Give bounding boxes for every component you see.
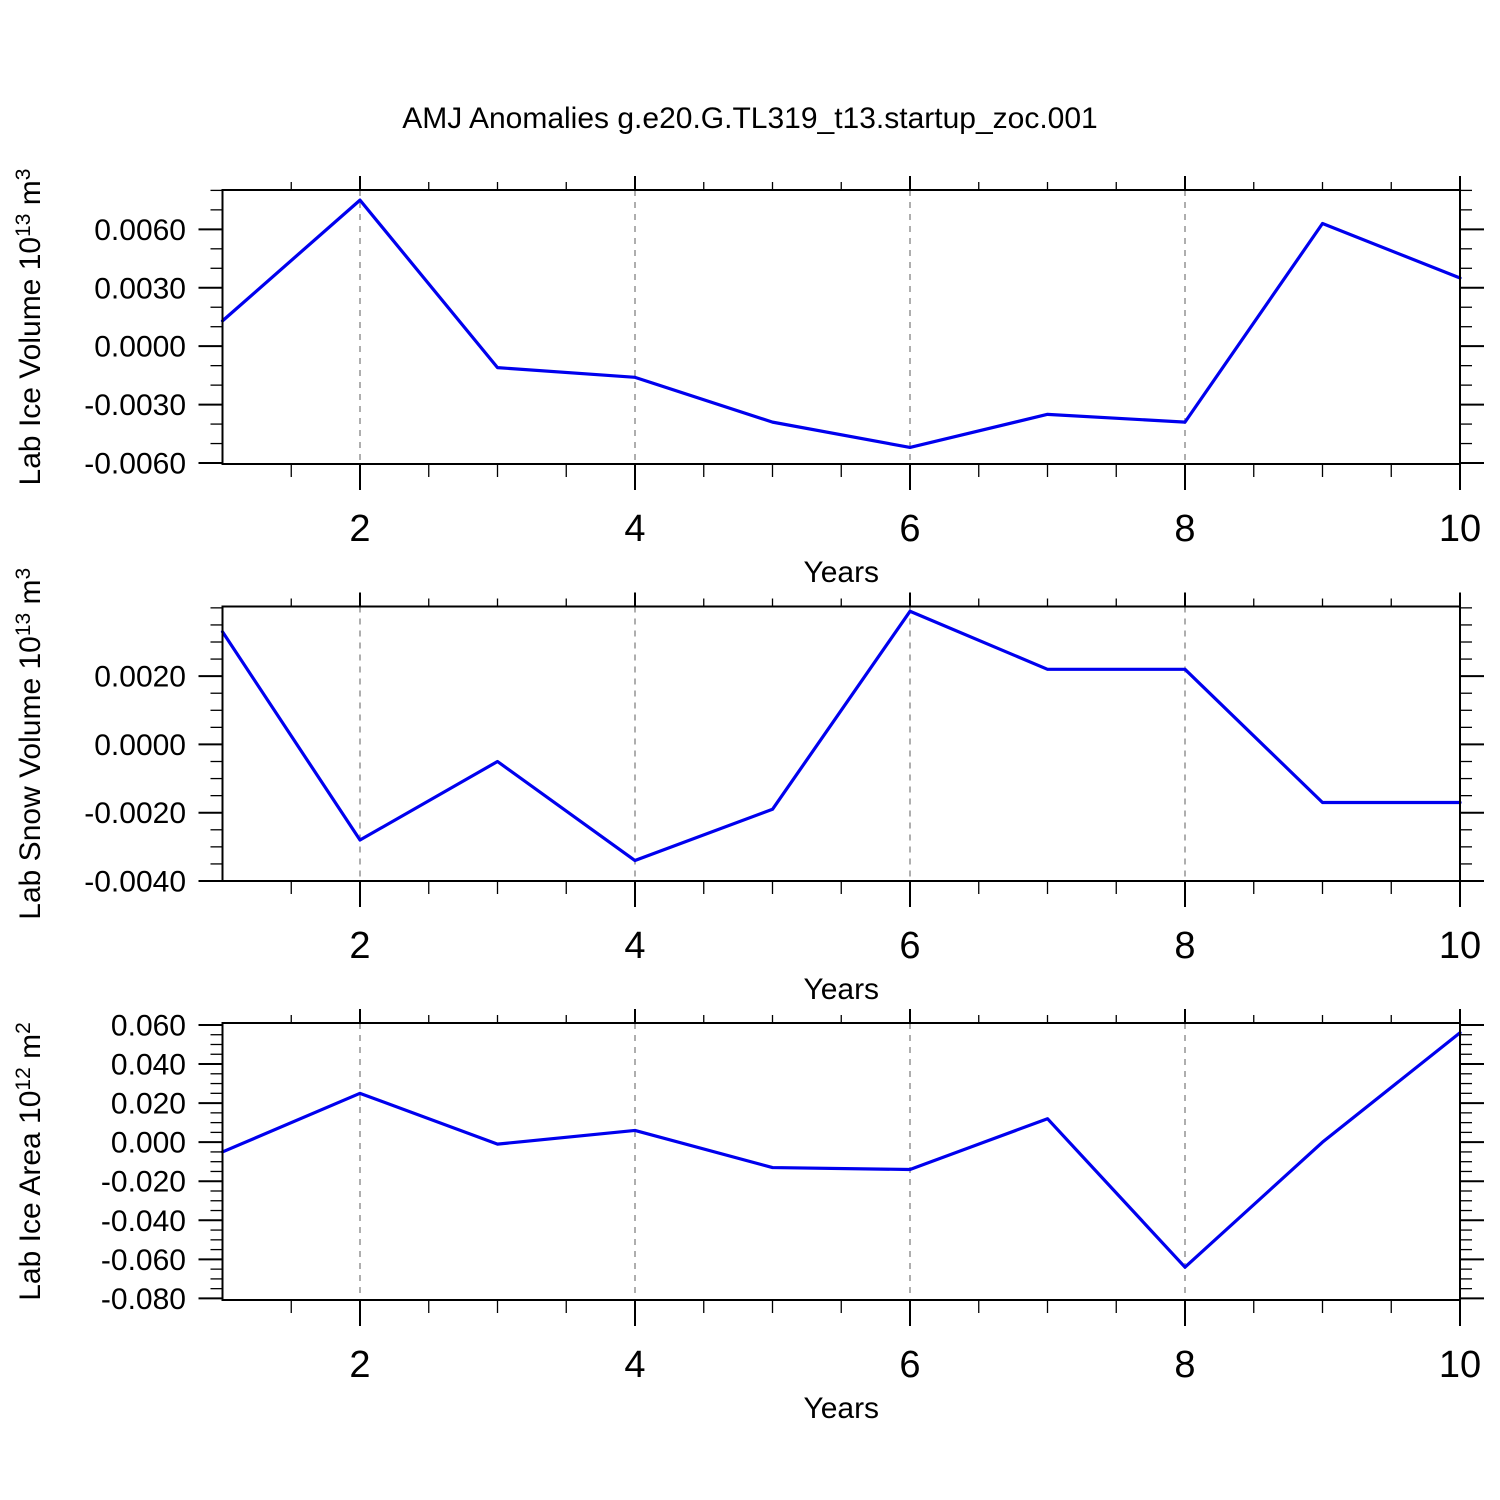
y-axis-title-superscript: 2 (12, 1022, 35, 1034)
x-tick-label: 2 (349, 508, 370, 550)
y-tick-label: 0.0000 (94, 729, 186, 762)
y-tick-label: 0.060 (111, 1009, 186, 1042)
x-tick-label: 6 (899, 1344, 920, 1386)
y-axis-title-superscript: 3 (12, 568, 35, 580)
y-axis-title-superscript: 3 (12, 169, 35, 181)
y-axis-title-text: Lab Snow Volume 10 (14, 636, 47, 920)
x-axis-title: Years (803, 1392, 879, 1425)
x-tick-label: 4 (624, 508, 645, 550)
y-axis-title-text: Lab Ice Area 10 (14, 1091, 47, 1301)
y-axis-title-text: m (14, 180, 47, 213)
y-tick-label: 0.0020 (94, 661, 186, 694)
x-tick-label: 10 (1439, 508, 1481, 550)
y-tick-label: -0.0020 (84, 797, 186, 830)
y-tick-label: 0.000 (111, 1127, 186, 1160)
x-tick-label: 4 (624, 925, 645, 967)
y-tick-label: 0.0060 (94, 214, 186, 247)
data-line-lab-snow-volume (220, 609, 1462, 863)
y-tick-label: -0.040 (101, 1205, 186, 1238)
y-tick-label: 0.0000 (94, 331, 186, 364)
y-tick-label: -0.0030 (84, 389, 186, 422)
y-axis-title-text: Lab Ice Volume 10 (14, 237, 47, 486)
y-tick-label: -0.0040 (84, 866, 186, 899)
x-tick-label: 4 (624, 1344, 645, 1386)
x-tick-label: 10 (1439, 925, 1481, 967)
data-line-lab-ice-area (220, 1031, 1462, 1269)
data-line-lab-ice-volume (220, 198, 1462, 450)
y-axis-title-superscript: 13 (12, 613, 35, 636)
y-axis-title-superscript: 12 (12, 1067, 35, 1090)
y-tick-label: -0.080 (101, 1283, 186, 1316)
y-axis-title-superscript: 13 (12, 214, 35, 237)
y-axis-title-text: m (14, 1034, 47, 1067)
y-tick-label: -0.020 (101, 1166, 186, 1199)
y-tick-label: -0.0060 (84, 448, 186, 481)
panel-2: 0.0020 0.0000 -0.0020 -0.0040 2 4 6 8 10 Years Lab… (12, 568, 1484, 1006)
y-axis-title: Lab Ice Volume 1013 m3 (12, 169, 47, 486)
x-tick-label: 2 (349, 1344, 370, 1386)
panel-3: 0.060 0.040 0.020 0.000 -0.020 -0.040 -0.060 -0… (12, 1009, 1484, 1425)
x-axis-title: Years (803, 973, 879, 1006)
y-tick-label: 0.0030 (94, 272, 186, 305)
y-axis-title: Lab Snow Volume 1013 m3 (12, 568, 47, 920)
y-tick-label: 0.040 (111, 1049, 186, 1082)
x-tick-label: 10 (1439, 1344, 1481, 1386)
x-tick-label: 2 (349, 925, 370, 967)
y-tick-label: 0.020 (111, 1088, 186, 1121)
x-tick-label: 8 (1174, 508, 1195, 550)
x-tick-label: 6 (899, 508, 920, 550)
panel-1: 0.0060 0.0030 0.0000 -0.0030 -0.0060 2 4 6 8 10 Ye… (12, 169, 1484, 589)
y-axis-title: Lab Ice Area 1012 m2 (12, 1022, 47, 1301)
x-axis-title: Years (803, 556, 879, 589)
x-tick-label: 8 (1174, 925, 1195, 967)
x-tick-label: 8 (1174, 1344, 1195, 1386)
y-axis-title-text: m (14, 579, 47, 612)
y-tick-label: -0.060 (101, 1244, 186, 1277)
chart-title: AMJ Anomalies g.e20.G.TL319_t13.startup_… (402, 102, 1097, 135)
x-tick-label: 6 (899, 925, 920, 967)
